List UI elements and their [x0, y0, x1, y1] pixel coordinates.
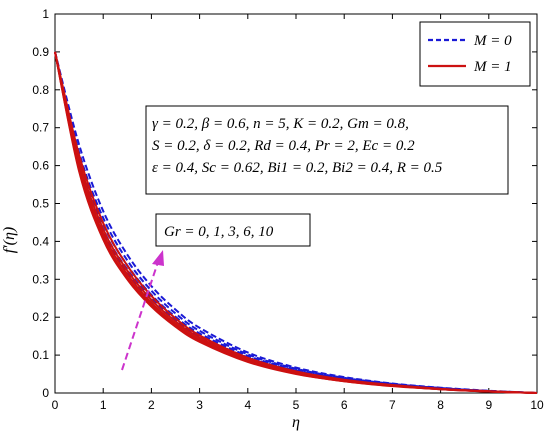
- legend: M = 0 M = 1: [419, 21, 531, 87]
- y-tick-label: 0.3: [32, 272, 49, 286]
- series-line-m0-gr10: [54, 51, 538, 394]
- gr-annotation-text: Gr = 0, 1, 3, 6, 10: [164, 224, 274, 240]
- y-tick-label: 0.6: [32, 159, 49, 173]
- x-tick-label: 6: [341, 398, 348, 412]
- y-tick-label: 0: [42, 386, 49, 400]
- parameters-line-2: S = 0.2, δ = 0.2, Rd = 0.4, Pr = 2, Ec =…: [152, 138, 415, 154]
- x-tick-label: 3: [196, 398, 203, 412]
- y-tick-label: 0.9: [32, 45, 49, 59]
- tick-group: 0 1 2 3 4 5 6 7 8 9 10 0 0.1 0.2 0.3 0.4 0.5 0.6 0.7 0.8 0.9…: [32, 7, 544, 412]
- y-tick-label: 0.5: [32, 197, 49, 211]
- x-tick-label: 0: [52, 398, 59, 412]
- legend-box: [419, 21, 531, 87]
- x-tick-label: 5: [293, 398, 300, 412]
- gr-arrow-shaft: [121, 261, 159, 371]
- curve-group: [54, 51, 538, 394]
- x-axis-label: η: [292, 414, 300, 431]
- legend-label-m1: M = 1: [473, 59, 512, 75]
- gr-arrow: [121, 250, 164, 371]
- x-tick-label: 4: [244, 398, 251, 412]
- x-tick-label: 9: [485, 398, 492, 412]
- series-line-m0-gr6: [54, 51, 538, 394]
- series-line-m1-gr10: [54, 51, 538, 394]
- y-tick-label: 0.8: [32, 83, 49, 97]
- legend-label-m0: M = 0: [473, 33, 512, 49]
- y-tick-label: 0.2: [32, 310, 49, 324]
- gr-annotation: Gr = 0, 1, 3, 6, 10: [155, 213, 311, 247]
- y-tick-label: 0.4: [32, 234, 49, 248]
- gr-annotation-box: [155, 213, 311, 247]
- parameters-annotation: γ = 0.2, β = 0.6, n = 5, K = 0.2, Gm = 0…: [145, 105, 509, 195]
- x-tick-label: 1: [100, 398, 107, 412]
- y-tick-label: 0.1: [32, 348, 49, 362]
- gr-arrow-head: [152, 250, 164, 266]
- y-tick-label: 1: [42, 7, 49, 21]
- x-tick-label: 2: [148, 398, 155, 412]
- x-tick-label: 8: [437, 398, 444, 412]
- x-tick-label: 7: [389, 398, 396, 412]
- x-tick-label: 10: [530, 398, 544, 412]
- parameters-line-3: ε = 0.4, Sc = 0.62, Bi1 = 0.2, Bi2 = 0.4…: [152, 160, 443, 176]
- y-tick-label: 0.7: [32, 121, 49, 135]
- parameters-box: [145, 105, 509, 195]
- y-axis-label: f′(η): [1, 227, 18, 254]
- parameters-line-1: γ = 0.2, β = 0.6, n = 5, K = 0.2, Gm = 0…: [152, 116, 409, 132]
